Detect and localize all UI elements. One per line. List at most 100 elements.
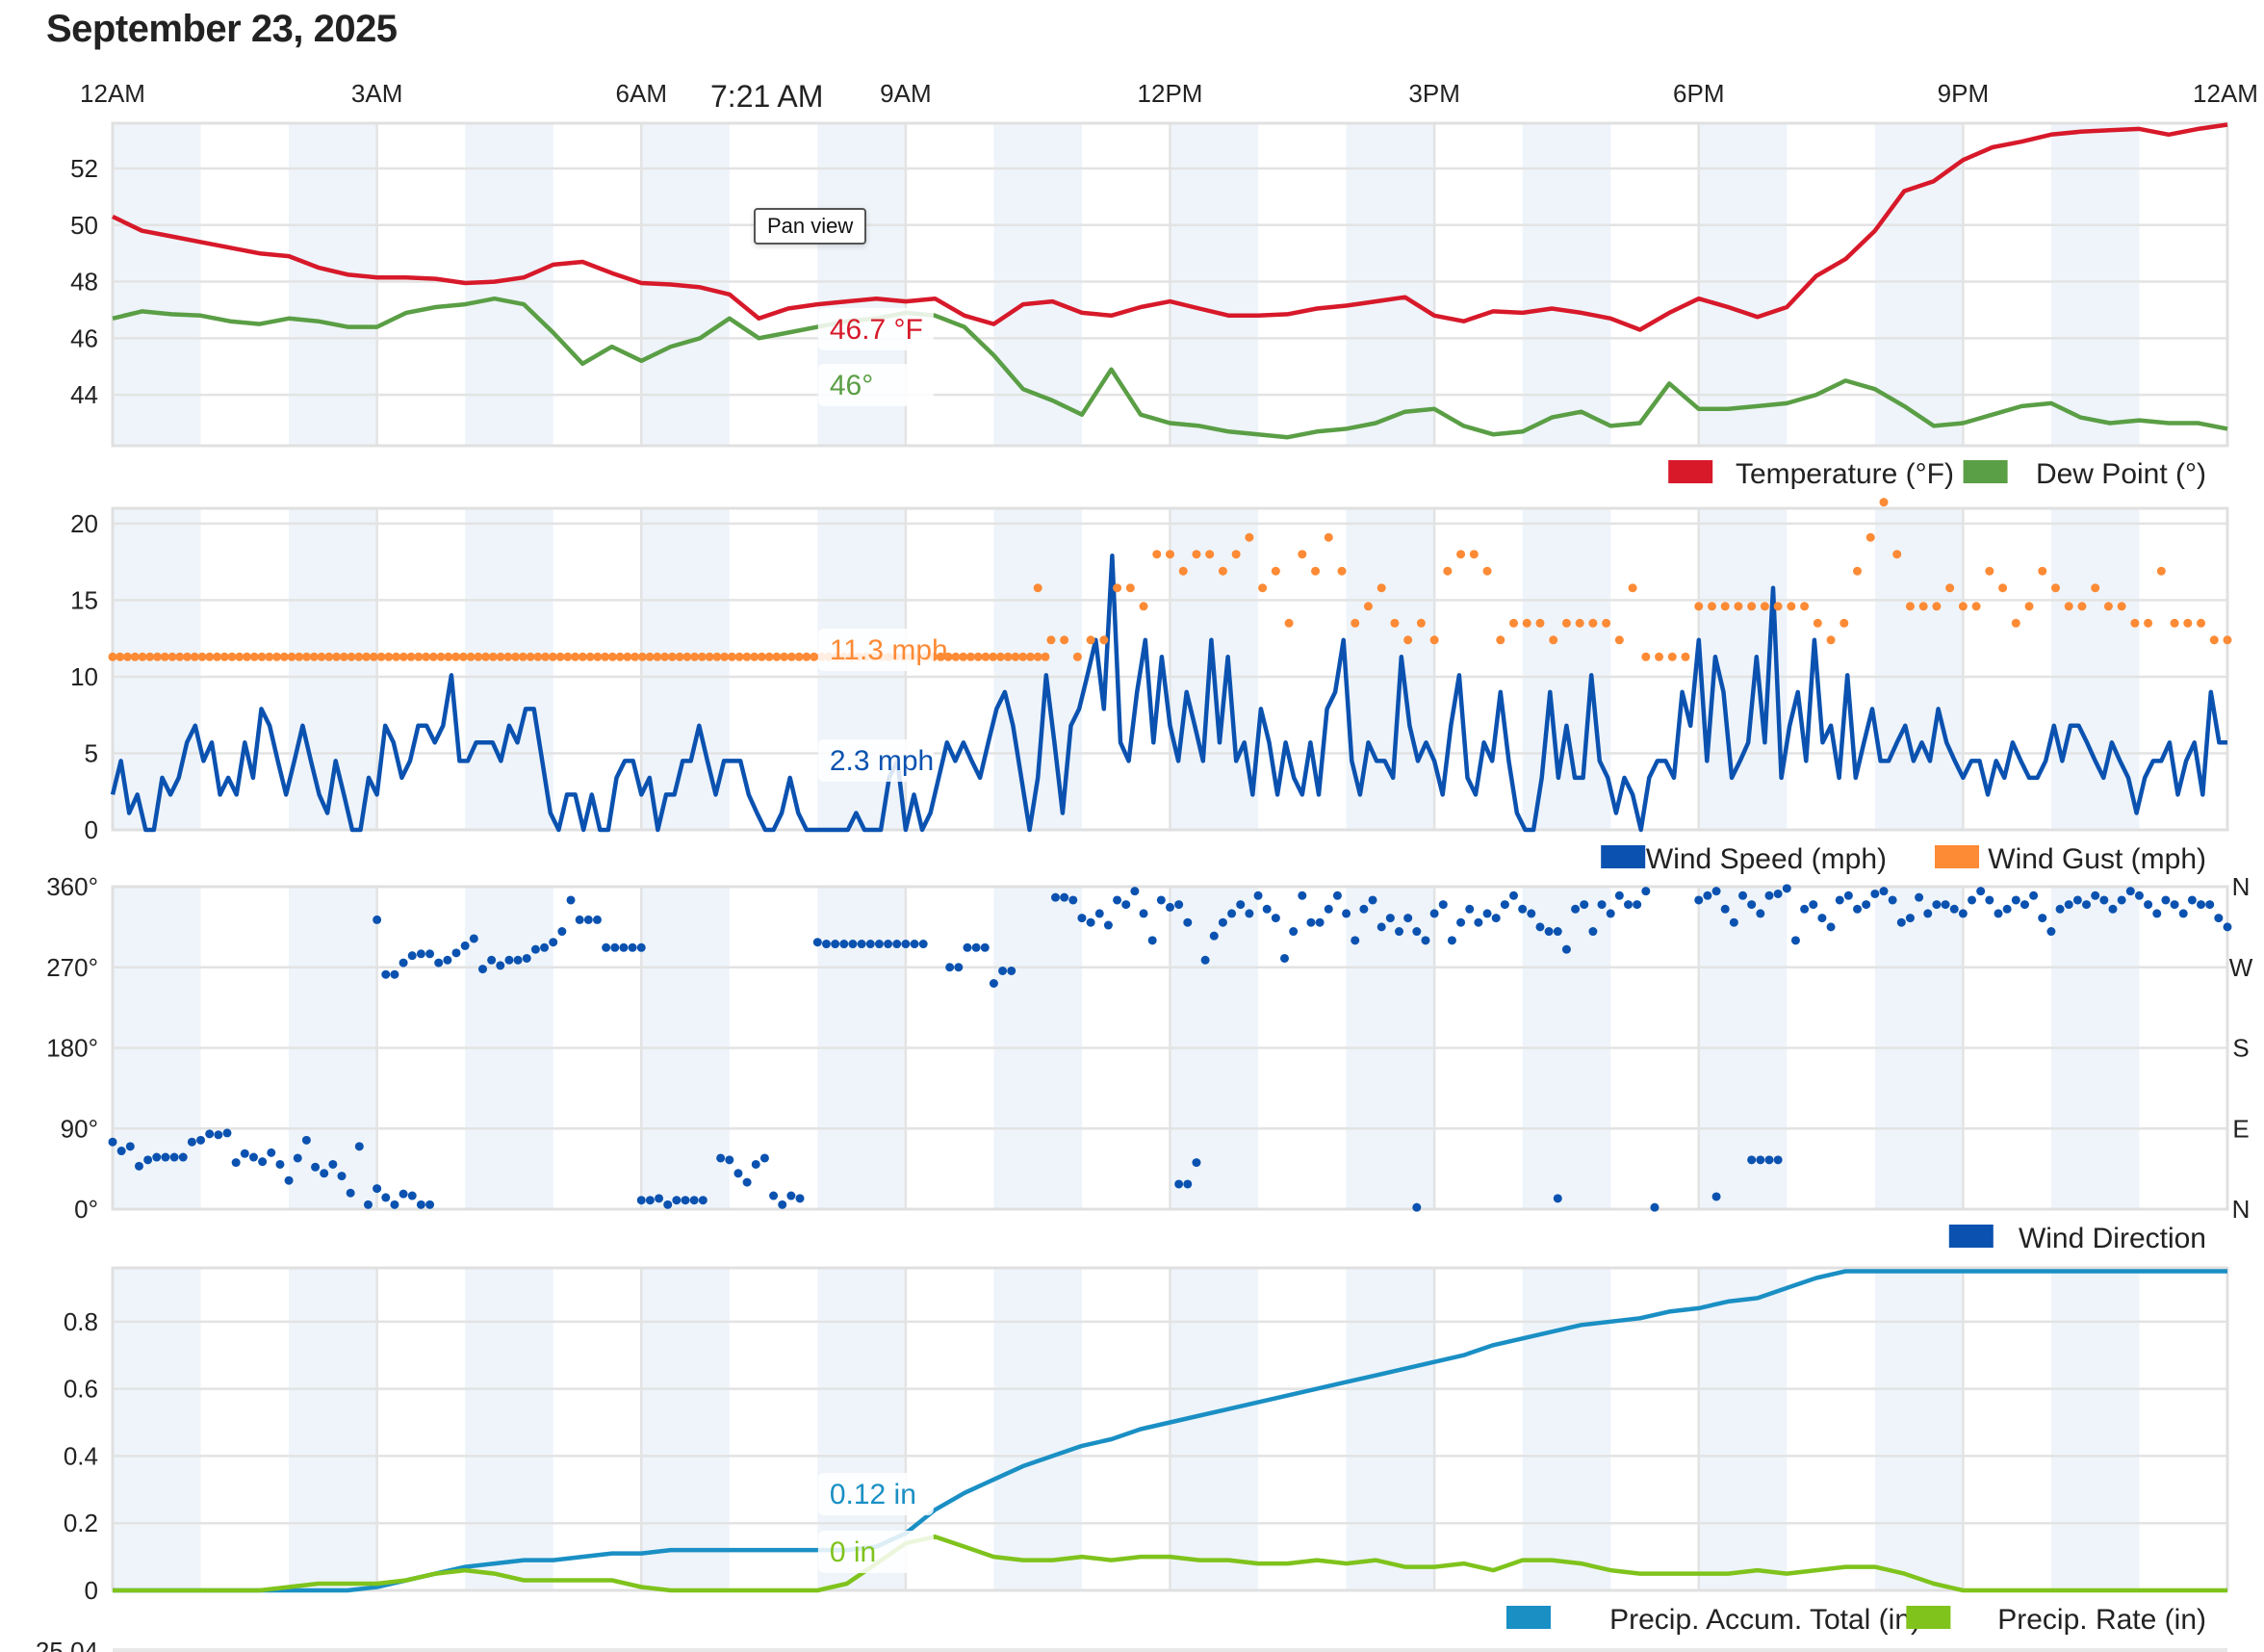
legend-item[interactable]: Wind Direction [1948,1223,2206,1254]
wind-gust-point [772,652,782,661]
wind-direction-point [1192,1158,1201,1168]
tooltip-value: 0.12 in [830,1479,916,1510]
wind-direction-point [1949,904,1959,914]
wind-gust-point [548,652,557,661]
wind-direction-point [293,1153,302,1163]
wind-direction-point [1139,909,1148,918]
tooltip-background [817,1473,934,1515]
wind-gust-point [1218,566,1227,576]
wind-direction-point [857,940,866,949]
wind-gust-point [2038,566,2047,576]
wind-direction-point [1298,891,1307,900]
hour-band [1170,123,1259,446]
wind-gust-point [1602,618,1611,628]
legend-label[interactable]: Dew Point (°) [2036,458,2206,490]
y-tick-label: 0.2 [64,1509,98,1537]
wind-direction-point [636,942,646,952]
wind-direction-point [1588,927,1598,937]
wind-gust-point [1298,550,1307,559]
wind-gust-point [2077,602,2087,611]
wind-direction-point [2178,909,2188,918]
hour-band [1698,508,1788,830]
wind-direction-point [2082,900,2092,910]
hour-band [113,508,201,830]
legend-item[interactable]: Precip. Rate (in) [1906,1604,2206,1636]
partial-chart-border [113,1648,2227,1652]
wind-gust-point [1337,566,1347,576]
compass-tick-label: N [2232,872,2251,901]
wind-gust-point [227,652,237,661]
hour-band [465,508,553,830]
wind-direction-point [1376,922,1386,932]
wind-gust-point [764,652,774,661]
wind-direction-point [786,1191,796,1200]
legend-label[interactable]: Wind Speed (mph) [1646,843,1887,875]
legend-label[interactable]: Wind Gust (mph) [1988,843,2206,875]
wind-direction-point [602,942,611,952]
wind-gust-point [2197,618,2206,628]
wind-gust-point [995,652,1005,661]
pan-view-button[interactable]: Pan view [754,208,867,245]
wind-direction-point [2011,895,2020,905]
wind-gust-point [1998,583,2008,593]
wind-direction-point [1650,1202,1659,1212]
wind-gust-point [1905,602,1915,611]
wind-direction-point [1262,904,1272,914]
legend-label[interactable]: Temperature (°F) [1736,458,1954,490]
wind-gust-point [197,652,207,661]
wind-gust-point [1535,618,1545,628]
wind-gust-point [1245,532,1254,542]
wind-direction-point [504,955,514,965]
wind-direction-point [892,940,902,949]
wind-direction-point [1976,887,1986,896]
wind-direction-point [275,1159,285,1169]
wind-direction-point [1853,904,1863,914]
wind-direction-point [1156,895,1166,905]
wind-direction-point [1985,895,1994,905]
legend-item[interactable]: Wind Gust (mph) [1935,843,2206,875]
wind-direction-point [865,940,875,949]
wind-direction-point [1553,927,1562,937]
wind-gust-point [183,652,193,661]
wind-direction-point [839,940,849,949]
wind-gust-point [518,652,527,661]
wind-direction-point [2214,914,2224,923]
wind-gust-point [1522,618,1531,628]
wind-gust-point [279,652,289,661]
wind-gust-point [2117,602,2126,611]
wind-direction-point [1905,914,1915,923]
wind-gust-point [1747,602,1757,611]
wind-direction-point [918,940,928,949]
wind-gust-point [354,652,364,661]
legend-item[interactable]: Temperature (°F) [1668,458,1954,490]
wind-gust-point [257,652,267,661]
wind-direction-point [1756,909,1765,918]
wind-direction-point [407,951,417,961]
wind-gust-point [1231,550,1241,559]
legend-label[interactable]: Precip. Accum. Total (in) [1609,1604,1920,1636]
wind-gust-point [376,652,386,661]
wind-direction-point [460,941,470,950]
wind-gust-point [309,652,319,661]
wind-gust-point [1918,602,1928,611]
wind-direction-point [1580,900,1589,910]
wind-direction-point [716,1153,726,1163]
wind-gust-point [503,652,513,661]
legend-label[interactable]: Precip. Rate (in) [1997,1604,2206,1636]
wind-direction-point [1174,900,1184,910]
wind-gust-point [116,652,125,661]
legend-label[interactable]: Wind Direction [2019,1223,2206,1254]
wind-gust-point [108,652,117,661]
wind-direction-point [1915,892,1924,902]
wind-gust-point [1152,550,1162,559]
wind-gust-point [1033,583,1042,593]
wind-gust-point [973,652,983,661]
wind-gust-point [362,652,372,661]
wind-gust-point [1826,635,1836,645]
legend-item[interactable]: Precip. Accum. Total (in) [1506,1604,1920,1636]
legend-item[interactable]: Dew Point (°) [1963,458,2206,490]
wind-gust-point [623,652,632,661]
hour-band [1170,1268,1259,1590]
legend-item[interactable]: Wind Speed (mph) [1601,843,1887,875]
